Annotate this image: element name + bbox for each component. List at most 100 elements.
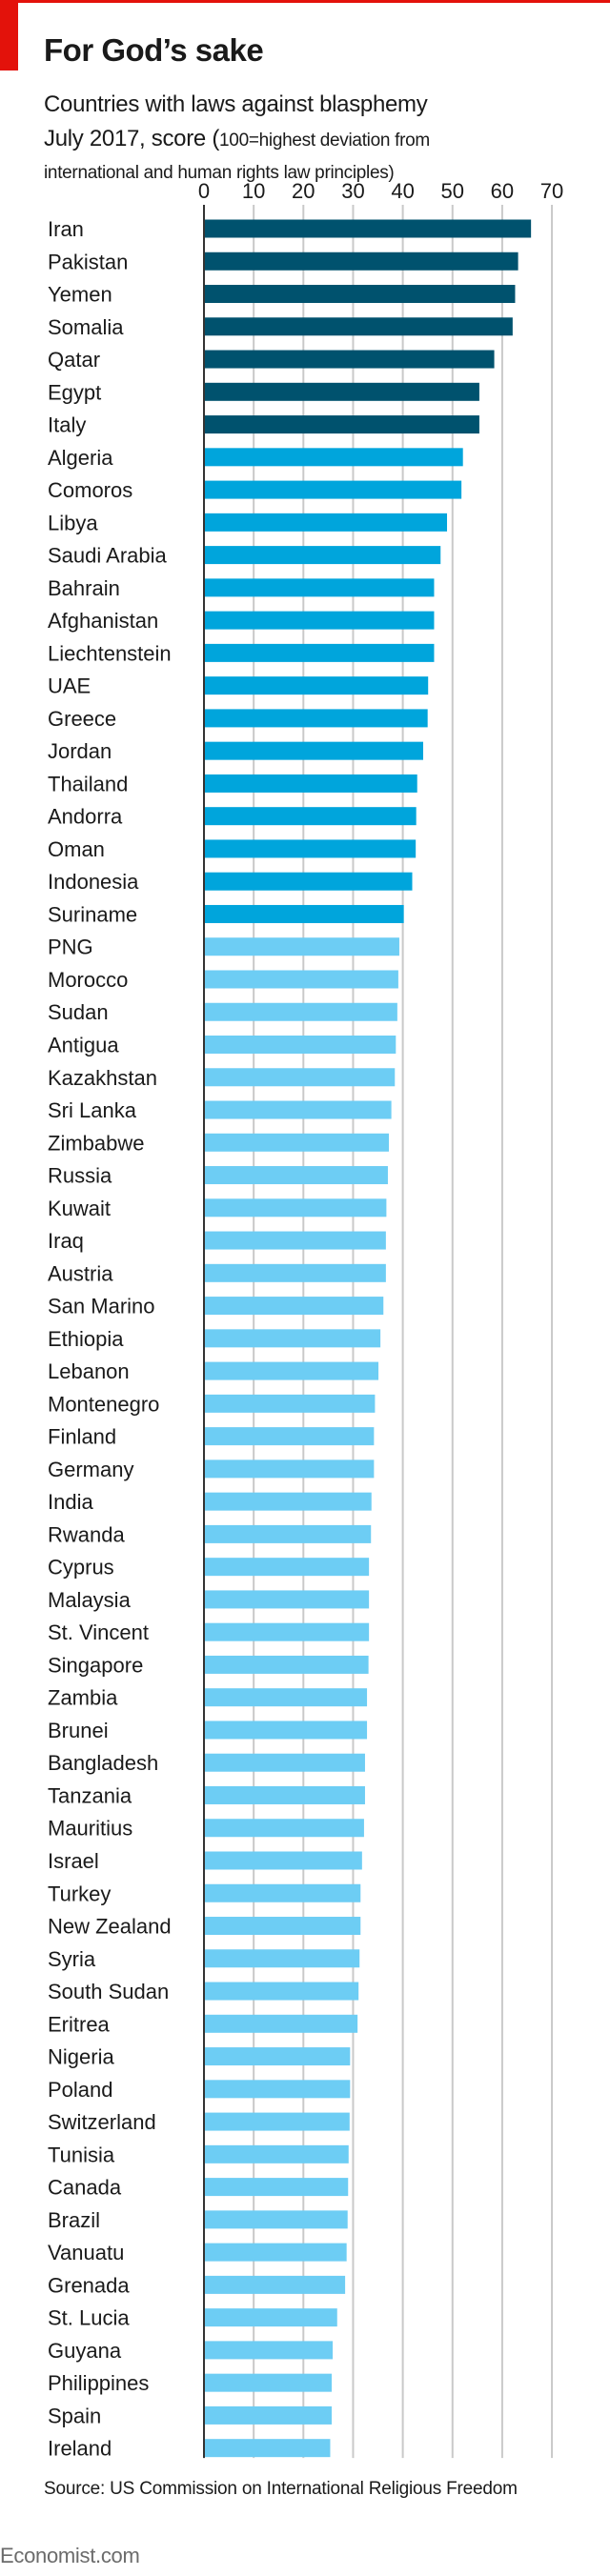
category-label-oman: Oman <box>48 837 105 861</box>
category-label-qatar: Qatar <box>48 348 100 372</box>
brand-red-tag <box>0 0 18 70</box>
bar-oman <box>204 839 417 858</box>
bar-andorra <box>204 807 417 826</box>
category-label-vanuatu: Vanuatu <box>48 2241 124 2264</box>
category-label-suriname: Suriname <box>48 902 137 926</box>
category-label-switzerland: Switzerland <box>48 2110 156 2134</box>
bar-png <box>204 937 399 956</box>
bar-nigeria <box>204 2047 351 2066</box>
category-label-iran: Iran <box>48 217 84 241</box>
bar-malaysia <box>204 1590 370 1609</box>
bar-zimbabwe <box>204 1133 389 1152</box>
category-label-somalia: Somalia <box>48 315 124 339</box>
bar-sudan <box>204 1002 397 1021</box>
category-label-brazil: Brazil <box>48 2208 100 2232</box>
category-label-jordan: Jordan <box>48 739 112 763</box>
category-label-ethiopia: Ethiopia <box>48 1327 124 1351</box>
category-label-saudi-arabia: Saudi Arabia <box>48 544 168 568</box>
category-label-algeria: Algeria <box>48 446 113 470</box>
bar-vanuatu <box>204 2243 347 2262</box>
subtitle-date-unit: July 2017, score ( <box>44 126 220 151</box>
bar-st-lucia <box>204 2308 337 2327</box>
bar-israel <box>204 1851 362 1870</box>
category-label-egypt: Egypt <box>48 380 101 404</box>
bar-iraq <box>204 1231 386 1250</box>
bar-grenada <box>204 2275 346 2294</box>
bar-comoros <box>204 480 462 499</box>
category-label-italy: Italy <box>48 413 86 437</box>
category-label-finland: Finland <box>48 1425 116 1449</box>
category-label-spain: Spain <box>48 2404 101 2427</box>
category-label-png: PNG <box>48 936 93 959</box>
bar-turkey <box>204 1883 361 1902</box>
category-label-comoros: Comoros <box>48 478 132 502</box>
bar-iran <box>204 219 532 238</box>
category-label-tanzania: Tanzania <box>48 1783 132 1807</box>
category-label-uae: UAE <box>48 674 91 698</box>
bar-brazil <box>204 2210 348 2229</box>
top-accent-line <box>0 0 610 3</box>
category-label-poland: Poland <box>48 2078 113 2102</box>
x-tick-label-70: 70 <box>540 179 563 203</box>
bar-kazakhstan <box>204 1068 396 1087</box>
category-label-pakistan: Pakistan <box>48 250 128 273</box>
bar-germany <box>204 1459 375 1479</box>
x-tick-label-60: 60 <box>491 179 514 203</box>
bar-thailand <box>204 774 417 793</box>
bar-mauritius <box>204 1819 364 1838</box>
x-tick-label-40: 40 <box>391 179 414 203</box>
category-label-liechtenstein: Liechtenstein <box>48 641 172 665</box>
bar-montenegro <box>204 1394 376 1413</box>
bar-ethiopia <box>204 1329 381 1348</box>
bar-finland <box>204 1427 375 1446</box>
bar-somalia <box>204 317 513 336</box>
bar-suriname <box>204 904 404 923</box>
bar-italy <box>204 415 479 434</box>
bar-guyana <box>204 2341 334 2360</box>
bar-russia <box>204 1166 388 1185</box>
bar-new-zealand <box>204 1917 361 1936</box>
bar-uae <box>204 676 429 695</box>
category-label-turkey: Turkey <box>48 1882 111 1905</box>
category-label-sudan: Sudan <box>48 1000 109 1024</box>
category-label-guyana: Guyana <box>48 2339 122 2363</box>
bar-qatar <box>204 350 495 369</box>
source-note: Source: US Commission on International R… <box>44 2479 518 2499</box>
category-label-mauritius: Mauritius <box>48 1817 132 1841</box>
chart-subtitle-line2: July 2017, score (100=highest deviation … <box>44 126 430 152</box>
bar-canada <box>204 2178 349 2197</box>
category-label-greece: Greece <box>48 707 116 731</box>
category-label-zimbabwe: Zimbabwe <box>48 1131 144 1155</box>
category-label-sri-lanka: Sri Lanka <box>48 1098 137 1122</box>
chart-title: For God’s sake <box>44 32 264 68</box>
bar-bangladesh <box>204 1753 365 1772</box>
category-label-montenegro: Montenegro <box>48 1392 159 1416</box>
category-label-germany: Germany <box>48 1458 133 1481</box>
category-label-morocco: Morocco <box>48 968 128 992</box>
chart-subtitle-line3: international and human rights law princ… <box>44 163 395 183</box>
bar-philippines <box>204 2373 333 2392</box>
bar-bahrain <box>204 578 435 597</box>
category-label-eritrea: Eritrea <box>48 2012 111 2036</box>
category-label-thailand: Thailand <box>48 772 128 795</box>
subtitle-scale-note: 100=highest deviation from <box>219 131 430 151</box>
x-tick-label-50: 50 <box>441 179 464 203</box>
bar-san-marino <box>204 1297 384 1316</box>
category-label-andorra: Andorra <box>48 805 123 829</box>
category-label-rwanda: Rwanda <box>48 1522 125 1546</box>
category-label-austria: Austria <box>48 1261 113 1285</box>
bar-austria <box>204 1263 386 1282</box>
category-label-kuwait: Kuwait <box>48 1197 111 1220</box>
category-label-syria: Syria <box>48 1947 96 1971</box>
category-label-singapore: Singapore <box>48 1653 143 1677</box>
category-label-philippines: Philippines <box>48 2371 149 2395</box>
chart-subtitle-line1: Countries with laws against blasphemy <box>44 91 428 117</box>
bar-singapore <box>204 1655 369 1674</box>
x-tick-label-0: 0 <box>198 179 210 203</box>
bar-spain <box>204 2405 333 2425</box>
bar-kuwait <box>204 1198 387 1218</box>
category-label-russia: Russia <box>48 1164 112 1188</box>
bar-yemen <box>204 285 516 304</box>
category-label-san-marino: San Marino <box>48 1295 155 1318</box>
